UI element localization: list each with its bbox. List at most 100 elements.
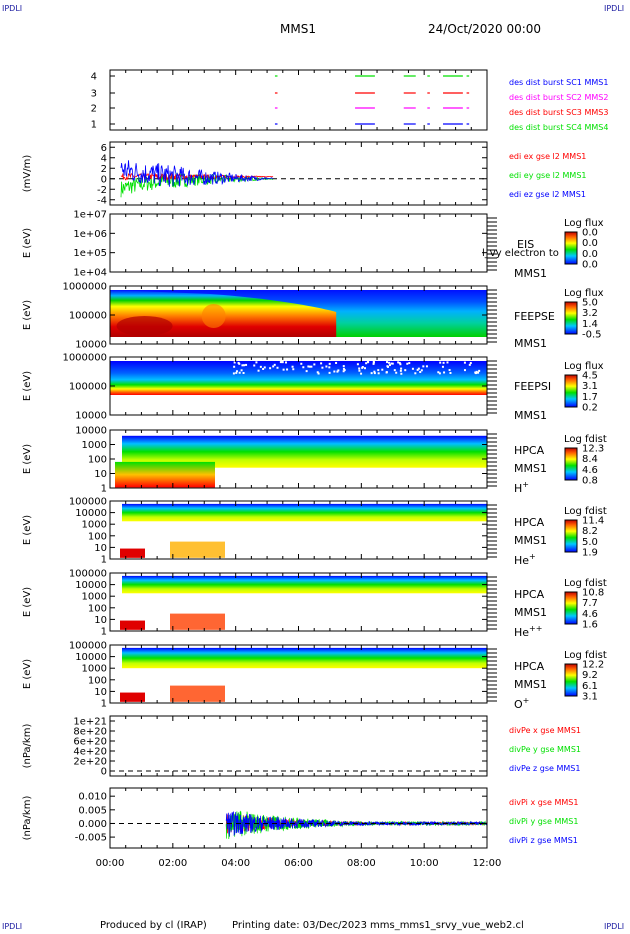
panel-side-label: He++ — [514, 624, 542, 639]
x-tick-label: 12:00 — [473, 858, 502, 869]
y-tick-label: 10000 — [75, 426, 107, 437]
feepsi-data-gap — [408, 362, 411, 365]
y-tick-label: 4 — [91, 72, 97, 83]
feepsi-data-gap — [388, 364, 391, 367]
feepsi-data-gap — [282, 368, 285, 371]
feepsi-data-gap — [241, 364, 244, 367]
colorbar-tick-label: -0.5 — [582, 330, 602, 341]
y-tick-label: 100000 — [69, 311, 107, 322]
legend-entry: edi ey gse l2 MMS1 — [509, 171, 587, 180]
panel-side-label: HPCA — [514, 588, 545, 601]
feepsi-data-gap — [321, 366, 324, 369]
feepsi-data-gap — [478, 369, 481, 372]
legend-entry: edi ex gse l2 MMS1 — [509, 152, 586, 161]
feepsi-data-gap — [360, 372, 363, 375]
y-tick-label: 100000 — [69, 569, 107, 580]
feepsi-data-gap — [316, 371, 319, 374]
hpca-low-energy — [120, 620, 145, 630]
feepsi-data-gap — [419, 371, 422, 374]
feepsi-data-gap — [411, 367, 414, 370]
y-tick-label: 1e+04 — [73, 268, 107, 279]
y-tick-label: 100000 — [69, 641, 107, 652]
feepsi-data-gap — [242, 372, 245, 375]
legend-entry: divPi z gse MMS1 — [509, 836, 578, 845]
feepsi-data-gap — [262, 367, 265, 370]
y-axis-label: E (eV) — [22, 515, 33, 545]
feepsi-data-gap — [406, 362, 409, 365]
y-tick-label: 0 — [101, 767, 107, 778]
colorbar — [564, 591, 578, 625]
y-axis-label: E (eV) — [22, 228, 33, 258]
feepsi-data-gap — [237, 361, 240, 364]
feepsi-data-gap — [442, 361, 445, 364]
colorbar-title: Log fdist — [564, 578, 607, 589]
y-tick-label: -4 — [97, 195, 107, 206]
legend-entry: des dist burst SC1 MMS1 — [509, 78, 608, 87]
footer-script-name: mms_mms1_srvy_vue_web2.cl — [370, 920, 524, 931]
y-tick-label: 2e+20 — [73, 757, 107, 768]
feepsi-data-gap — [377, 372, 380, 375]
colorbar-title: Log fdist — [564, 434, 607, 445]
feepsi-data-gap — [438, 372, 441, 375]
footer-produced: Produced by cl (IRAP) — [100, 920, 207, 931]
feepsi-data-gap — [259, 365, 262, 368]
y-tick-label: 100000 — [69, 382, 107, 393]
panel-side-label: H+ — [514, 480, 529, 495]
feepsi-data-gap — [253, 364, 256, 367]
colorbar-tick-label: 11.4 — [582, 516, 604, 527]
feepsi-data-gap — [235, 371, 238, 374]
feepsi-data-gap — [255, 361, 258, 364]
feepsi-data-gap — [373, 372, 376, 375]
feepsi-data-gap — [446, 361, 449, 364]
panel-side-label: MMS1 — [514, 678, 547, 691]
y-tick-label: 10000 — [75, 340, 107, 351]
panel-side-label: HPCA — [514, 444, 545, 457]
feepsi-data-gap — [273, 363, 276, 366]
y-tick-label: -2 — [97, 185, 107, 196]
feepsi-data-gap — [404, 369, 407, 372]
feepsi-data-gap — [393, 369, 396, 372]
feepsi-data-gap — [308, 365, 311, 368]
panel-side-label: FEEPSE — [514, 310, 555, 323]
efield-series-line — [120, 172, 274, 181]
y-axis-label: (mV/m) — [22, 155, 33, 193]
y-tick-label: 10 — [94, 615, 107, 626]
y-tick-label: 10 — [94, 469, 107, 480]
legend-entry: divPi x gse MMS1 — [509, 798, 578, 807]
feepsi-data-gap — [281, 361, 284, 364]
feepsi-data-gap — [276, 366, 279, 369]
legend-entry: divPe z gse MMS1 — [509, 764, 580, 773]
date-title: 24/Oct/2020 00:00 — [428, 22, 542, 36]
colorbar-title: Log flux — [564, 218, 604, 229]
y-tick-label: 10000 — [75, 508, 107, 519]
feepsi-data-gap — [422, 365, 425, 368]
panel-side-label: MMS1 — [514, 534, 547, 547]
feepsi-data-gap — [336, 370, 339, 373]
panel-side-label: O+ — [514, 696, 529, 711]
y-tick-label: -0.005 — [75, 833, 107, 844]
overlay-text: l_vy electron to — [482, 248, 559, 259]
feepsi-data-gap — [292, 368, 295, 371]
feepsi-data-gap — [372, 362, 375, 365]
y-tick-label: 8e+20 — [73, 727, 107, 738]
y-axis-label: E (eV) — [22, 587, 33, 617]
y-axis-label: E (eV) — [22, 444, 33, 474]
feepsi-data-gap — [469, 362, 472, 365]
feepsi-data-gap — [468, 363, 471, 366]
y-tick-label: 1e+21 — [73, 717, 107, 728]
y-tick-label: 2 — [101, 164, 107, 175]
feepsi-data-gap — [399, 369, 402, 372]
feepsi-data-gap — [443, 371, 446, 374]
y-tick-label: 10000 — [75, 411, 107, 422]
feepsi-data-gap — [381, 368, 384, 371]
hpca-low-energy — [120, 692, 145, 702]
feepsi-data-gap — [305, 370, 308, 373]
colorbar — [564, 447, 578, 481]
legend-entry: divPe x gse MMS1 — [509, 726, 581, 735]
x-tick-label: 06:00 — [284, 858, 313, 869]
feepsi-data-gap — [399, 363, 402, 366]
corner-mark-bottom-right: IPDLI — [604, 922, 625, 931]
corner-mark-top-right: IPDLI — [604, 4, 625, 13]
feepsi-data-gap — [416, 368, 419, 371]
